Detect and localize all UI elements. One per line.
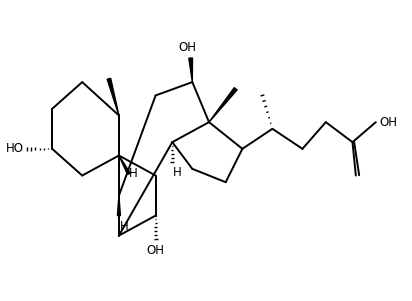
Text: H: H: [173, 166, 182, 179]
Text: OH: OH: [147, 244, 165, 257]
Text: OH: OH: [178, 41, 197, 54]
Text: H: H: [129, 167, 137, 180]
Text: H: H: [119, 219, 128, 233]
Polygon shape: [117, 196, 120, 216]
Text: HO: HO: [6, 142, 24, 155]
Polygon shape: [189, 58, 192, 82]
Text: OH: OH: [379, 116, 397, 129]
Polygon shape: [209, 88, 237, 122]
Polygon shape: [119, 156, 130, 175]
Polygon shape: [107, 78, 119, 116]
